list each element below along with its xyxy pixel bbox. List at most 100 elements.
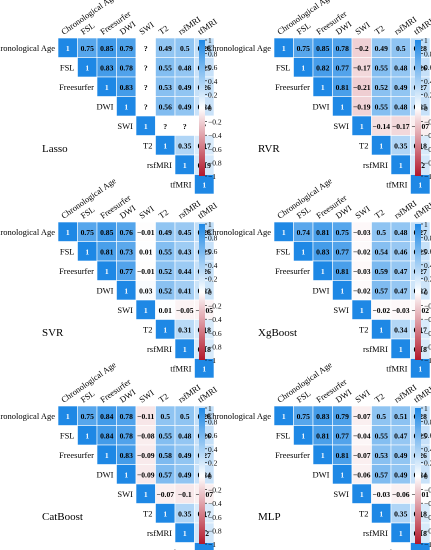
- cell-value: 1: [183, 345, 187, 354]
- row-label: DWI: [313, 101, 330, 111]
- row-label: tfMRI: [386, 547, 407, 550]
- cell-value: 0.82: [316, 63, 329, 72]
- cell-value: 0.81: [100, 247, 113, 256]
- row-label: T2: [143, 508, 152, 518]
- colorbar-tick-label: −0.8: [424, 158, 431, 167]
- cell-value: −0.14: [372, 122, 390, 131]
- row-label: Freesurfer: [275, 82, 310, 92]
- colorbar-tick-label: 0.8: [208, 418, 218, 427]
- cell-value: 1: [301, 247, 305, 256]
- colorbar-tick-label: −0.6: [208, 329, 222, 338]
- cell-value: 1: [144, 490, 148, 499]
- colorbar-tick-label: 0: [208, 104, 212, 113]
- colorbar-tick-label: 0.6: [424, 63, 431, 72]
- cell-value: −0.06: [392, 490, 410, 499]
- colorbar-tick-label: 0.8: [208, 50, 218, 59]
- colorbar-tick-label: 0.4: [208, 77, 218, 86]
- cell-value: 1: [418, 180, 422, 189]
- colorbar-tick-label: −1: [208, 540, 216, 549]
- colorbar-tick-label: 1: [424, 36, 428, 45]
- cell-value: 0.81: [316, 228, 329, 237]
- cell-value: 0.35: [178, 141, 191, 150]
- cell-value: 0.83: [120, 451, 133, 460]
- cell-value: 1: [183, 529, 187, 538]
- column-label: T2: [373, 207, 386, 221]
- cell-value: 0.56: [159, 102, 172, 111]
- row-label: DWI: [97, 285, 114, 295]
- column-label: T2: [157, 23, 170, 37]
- cell-value: 0.75: [336, 228, 349, 237]
- cell-value: ?: [183, 122, 187, 131]
- colorbar-tick-label: −0.4: [208, 499, 222, 508]
- cell-value: 1: [340, 470, 344, 479]
- cell-value: 0.55: [375, 102, 388, 111]
- row-label: DWI: [313, 469, 330, 479]
- cell-value: 0.35: [178, 509, 191, 518]
- cell-value: −0.07: [353, 451, 371, 460]
- cell-value: −0.05: [176, 306, 194, 315]
- cell-value: 1: [321, 83, 325, 92]
- cell-value: 0.77: [336, 63, 349, 72]
- row-label: rsfMRI: [363, 528, 388, 538]
- row-label: FSL: [60, 246, 75, 256]
- row-label: DWI: [97, 101, 114, 111]
- cell-value: 0.31: [178, 325, 191, 334]
- colorbar-tick-label: −0.2: [208, 118, 222, 127]
- cell-value: 0.5: [180, 412, 190, 421]
- row-label: rsfMRI: [147, 160, 172, 170]
- cell-value: 1: [379, 509, 383, 518]
- panel-title: MLP: [258, 511, 281, 523]
- cell-value: 1: [202, 180, 206, 189]
- cell-value: 1: [282, 412, 286, 421]
- colorbar-tick-label: −1: [208, 172, 216, 181]
- cell-value: 0.49: [159, 228, 172, 237]
- colorbar: [199, 408, 205, 544]
- cell-value: 0.44: [178, 267, 191, 276]
- colorbar-tick-label: 0.2: [424, 274, 431, 283]
- cell-value: 1: [418, 364, 422, 373]
- colorbar-tick-label: 0.4: [424, 445, 431, 454]
- cell-value: 0.48: [394, 63, 407, 72]
- cell-value: −0.17: [353, 63, 371, 72]
- cell-value: 1: [360, 490, 364, 499]
- colorbar-tick-label: 0.6: [208, 63, 218, 72]
- column-label: T2: [157, 391, 170, 405]
- cell-value: 0.78: [120, 412, 133, 421]
- colorbar-tick-label: −0.4: [424, 499, 431, 508]
- row-label: tfMRI: [170, 179, 191, 189]
- cell-value: 1: [163, 509, 167, 518]
- cell-value: 1: [282, 44, 286, 53]
- colorbar-tick-label: 0.6: [208, 247, 218, 256]
- colorbar-tick-label: 0.4: [208, 445, 218, 454]
- colorbar-tick-label: −0.6: [424, 513, 431, 522]
- cell-value: 0.84: [100, 431, 113, 440]
- cell-value: 1: [124, 102, 128, 111]
- cell-value: 0.52: [375, 83, 388, 92]
- cell-value: 0.78: [120, 63, 133, 72]
- colorbar-tick-label: 0.2: [424, 90, 431, 99]
- row-label: DWI: [97, 469, 114, 479]
- row-label: Freesurfer: [275, 266, 310, 276]
- colorbar-tick-label: −0.2: [424, 302, 431, 311]
- cell-value: 0.5: [396, 44, 406, 53]
- cell-value: 0.74: [297, 228, 310, 237]
- cell-value: 0.49: [394, 451, 407, 460]
- colorbar-tick-label: −1: [424, 356, 431, 365]
- cell-value: 1: [66, 412, 70, 421]
- cell-value: 0.81: [336, 267, 349, 276]
- colorbar-tick-label: 0.2: [208, 274, 218, 283]
- cell-value: 0.35: [394, 509, 407, 518]
- cell-value: 1: [301, 431, 305, 440]
- cell-value: −0.07: [353, 412, 371, 421]
- row-label: T2: [359, 508, 368, 518]
- cell-value: 1: [321, 267, 325, 276]
- cell-value: ?: [144, 83, 148, 92]
- cell-value: 0.81: [336, 451, 349, 460]
- row-label: FSL: [60, 62, 75, 72]
- cell-value: −0.06: [353, 470, 371, 479]
